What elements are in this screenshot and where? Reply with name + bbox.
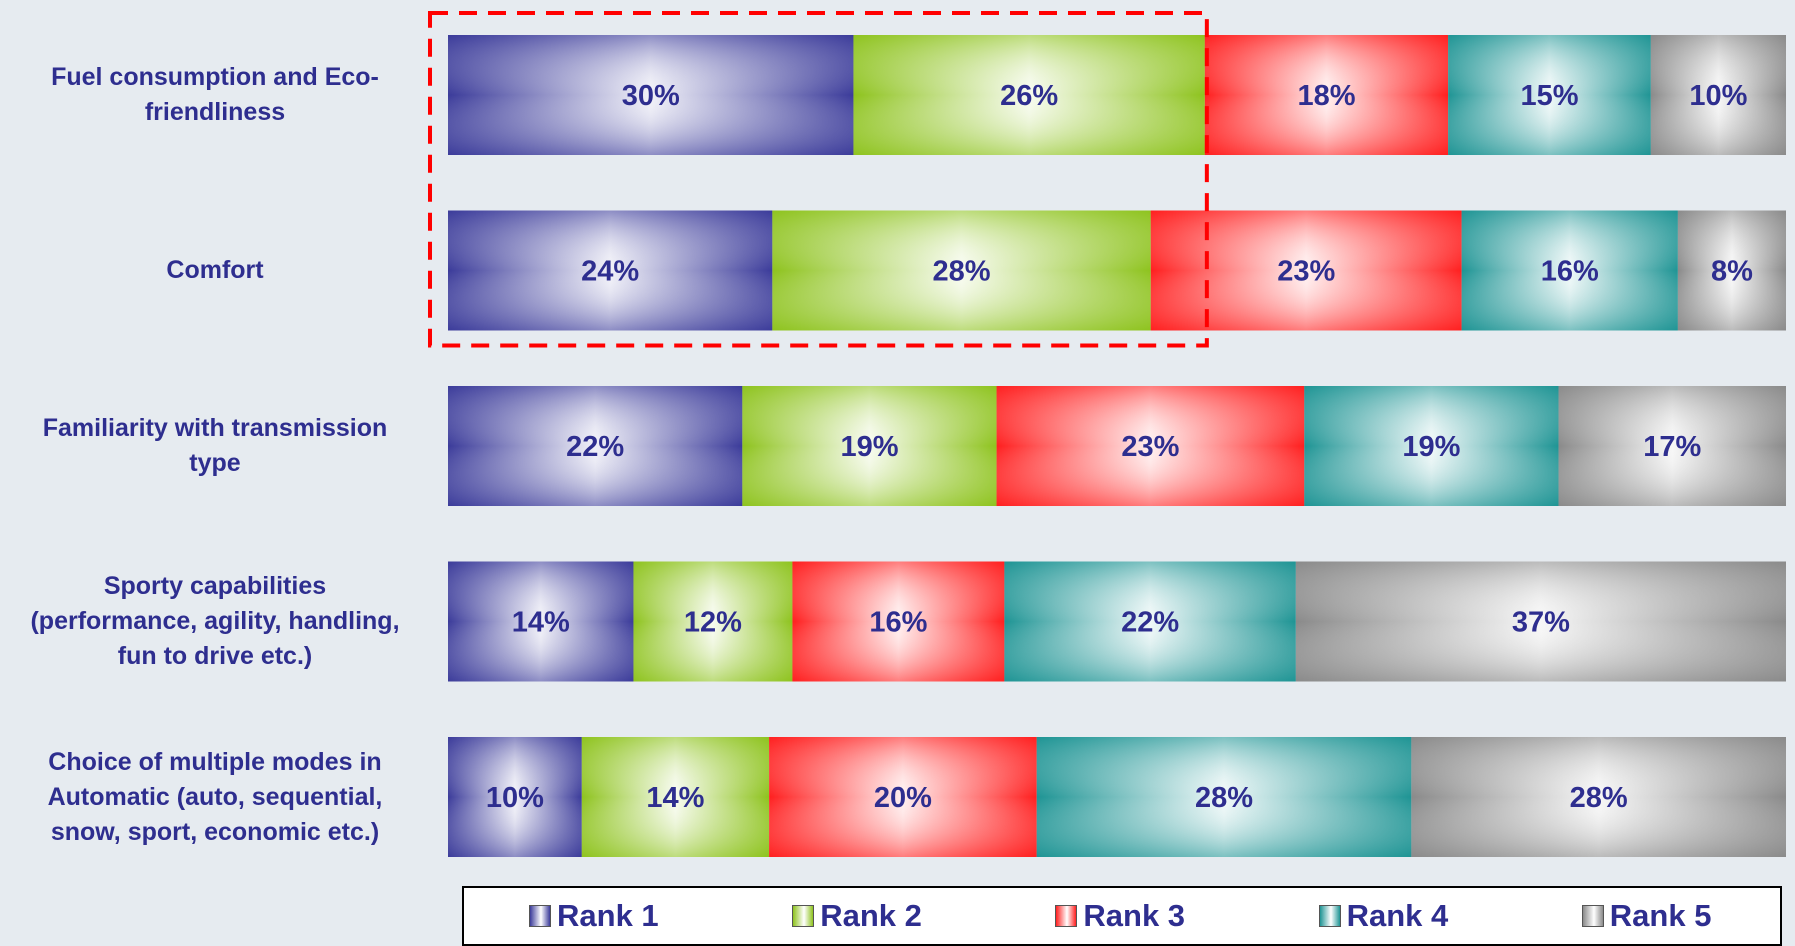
data-label: 22% [1121, 607, 1179, 639]
data-label: 8% [1711, 256, 1753, 288]
category-label: Fuel consumption and Eco-friendliness [0, 35, 430, 155]
data-label: 28% [1195, 782, 1253, 814]
category-label-line: friendliness [144, 98, 286, 126]
data-label: 14% [646, 782, 704, 814]
data-label: 30% [622, 80, 680, 112]
data-label: 15% [1520, 80, 1578, 112]
category-label: Familiarity with transmission type [0, 386, 430, 506]
category-label-line: snow, sport, economic etc.) [50, 817, 380, 846]
legend-item: Rank 5 [1581, 898, 1712, 934]
legend-label: Rank 3 [1083, 898, 1186, 933]
bar-segment-rank-1 [448, 210, 773, 331]
bar-segment-rank-5 [1677, 210, 1786, 331]
category-label-line: Familiarity with transmission [42, 414, 388, 442]
data-label: 17% [1643, 431, 1701, 463]
legend-item: Rank 3 [1055, 898, 1185, 934]
legend-swatch [792, 905, 815, 927]
data-label: 37% [1512, 607, 1570, 639]
legend-item: Rank 1 [529, 898, 659, 934]
bar-segment-rank-4 [1304, 386, 1559, 506]
legend-label: Rank 5 [1609, 898, 1712, 933]
legend-swatch [1318, 905, 1341, 927]
data-label: 18% [1297, 80, 1355, 112]
bar-segment-rank-3 [1150, 210, 1462, 331]
bar-segment-rank-1 [448, 561, 634, 682]
data-label: 14% [512, 607, 570, 639]
category-label-line: type [189, 449, 241, 477]
chart-legend: Rank 1 Rank 2 Rank 3 Rank 4 Rank 5 [462, 886, 1782, 946]
data-label: 10% [1689, 80, 1747, 112]
legend-item: Rank 2 [792, 898, 922, 934]
category-label-line: Fuel consumption and Eco- [51, 63, 379, 91]
legend-label: Rank 2 [820, 898, 922, 933]
data-label: 16% [869, 607, 927, 639]
data-label: 24% [581, 256, 639, 288]
bar-segment-rank-2 [742, 386, 997, 506]
bar-segment-rank-5 [1558, 386, 1786, 506]
legend-label: Rank 4 [1346, 898, 1449, 933]
category-label: Comfort [0, 211, 430, 331]
category-label-line: Automatic (auto, sequential, [47, 782, 383, 811]
data-label: 16% [1541, 256, 1599, 288]
bar-segment-rank-2 [633, 561, 793, 682]
category-label-line: fun to drive etc.) [117, 642, 313, 670]
bar-segment-rank-5 [1295, 561, 1786, 682]
legend-swatch [1055, 905, 1078, 927]
bar-segment-rank-1 [448, 737, 582, 857]
bar-segment-rank-3 [996, 386, 1305, 506]
legend-label: Rank 1 [557, 898, 659, 933]
bar-segment-rank-1 [448, 35, 854, 155]
category-label: Choice of multiple modes in Automatic (au… [0, 737, 430, 857]
bar-segment-rank-3 [792, 561, 1005, 682]
bar-segment-rank-3 [769, 737, 1037, 857]
highlight-box [428, 11, 1209, 348]
bar-segment-rank-2 [772, 210, 1151, 331]
bar-segment-rank-3 [1204, 35, 1449, 155]
category-label-line: (performance, agility, handling, [30, 607, 400, 635]
data-label: 26% [1000, 80, 1058, 112]
category-label-line: Comfort [166, 256, 264, 284]
bar-segment-rank-4 [1036, 737, 1412, 857]
legend-swatch [529, 905, 551, 927]
data-label: 28% [1570, 782, 1628, 814]
category-label: Sporty capabilities (performance, agility… [0, 562, 430, 682]
bar-segment-rank-1 [448, 386, 743, 506]
data-label: 23% [1277, 256, 1335, 288]
legend-swatch [1581, 905, 1604, 927]
data-label: 20% [874, 782, 932, 814]
legend-item: Rank 4 [1318, 898, 1449, 934]
bar-segment-rank-5 [1650, 35, 1786, 155]
data-label: 22% [566, 431, 624, 463]
data-label: 19% [840, 431, 898, 463]
bar-segment-rank-2 [853, 35, 1205, 155]
data-label: 19% [1402, 431, 1460, 463]
bar-segment-rank-2 [581, 737, 770, 857]
category-label-line: Choice of multiple modes in [48, 747, 382, 776]
category-label-line: Sporty capabilities [103, 572, 327, 600]
data-label: 12% [684, 607, 742, 639]
bar-segment-rank-4 [1448, 35, 1651, 155]
data-label: 23% [1121, 431, 1179, 463]
bar-segment-rank-4 [1004, 561, 1296, 682]
bar-segment-rank-5 [1411, 737, 1786, 857]
bar-segment-rank-4 [1461, 210, 1678, 331]
data-label: 28% [933, 256, 991, 288]
data-label: 10% [486, 782, 544, 814]
